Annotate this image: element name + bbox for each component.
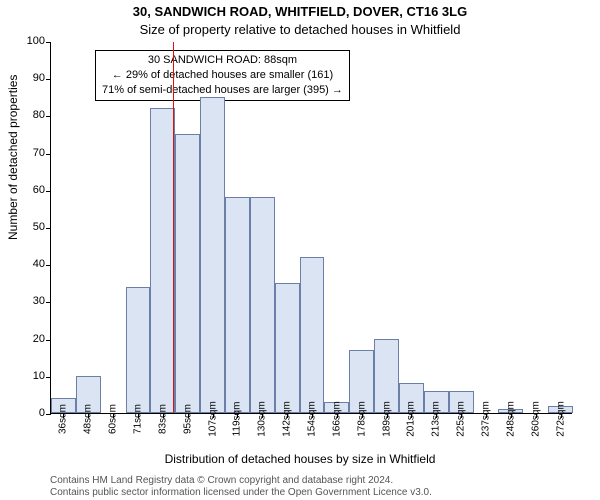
y-axis-label: Number of detached properties — [6, 75, 20, 240]
histogram-bar — [200, 97, 225, 413]
y-tick-label: 80 — [33, 109, 45, 121]
x-tick-label: 119sqm — [232, 402, 243, 437]
x-tick-label: 60sqm — [108, 404, 119, 434]
y-tick-label: 70 — [33, 147, 45, 159]
x-tick-label: 260sqm — [530, 401, 541, 437]
x-tick-label: 178sqm — [356, 401, 367, 437]
x-tick-label: 225sqm — [456, 401, 467, 437]
x-tick-label: 154sqm — [307, 401, 318, 437]
histogram-chart: 30, SANDWICH ROAD, WHITFIELD, DOVER, CT1… — [0, 0, 600, 500]
annotation-line: 30 SANDWICH ROAD: 88sqm — [102, 53, 343, 68]
chart-subtitle: Size of property relative to detached ho… — [0, 22, 600, 37]
y-tick-label: 100 — [27, 35, 45, 47]
histogram-bar — [225, 197, 250, 413]
histogram-bar — [250, 197, 275, 413]
chart-title-address: 30, SANDWICH ROAD, WHITFIELD, DOVER, CT1… — [0, 4, 600, 19]
y-tick-label: 10 — [33, 370, 45, 382]
annotation-line: ← 29% of detached houses are smaller (16… — [102, 68, 343, 83]
plot-area: 30 SANDWICH ROAD: 88sqm ← 29% of detache… — [50, 42, 572, 414]
y-tick-label: 20 — [33, 333, 45, 345]
histogram-bar — [300, 257, 325, 413]
x-tick-label: 213sqm — [431, 401, 442, 437]
y-tick-label: 60 — [33, 184, 45, 196]
y-tick-label: 50 — [33, 221, 45, 233]
x-tick-label: 248sqm — [505, 401, 516, 437]
histogram-bar — [175, 134, 200, 413]
x-tick-label: 48sqm — [83, 404, 94, 434]
y-tick-label: 0 — [39, 407, 45, 419]
footer-license: Contains public sector information licen… — [50, 487, 432, 498]
annotation-line: 71% of semi-detached houses are larger (… — [102, 83, 343, 98]
x-tick-label: 272sqm — [555, 401, 566, 437]
x-tick-label: 166sqm — [331, 401, 342, 437]
x-tick-label: 83sqm — [157, 404, 168, 434]
x-tick-label: 237sqm — [481, 401, 492, 437]
x-tick-label: 130sqm — [257, 401, 268, 437]
histogram-bar — [275, 283, 300, 413]
x-tick-label: 189sqm — [381, 401, 392, 437]
annotation-box: 30 SANDWICH ROAD: 88sqm ← 29% of detache… — [95, 50, 350, 101]
histogram-bar — [150, 108, 175, 413]
x-tick-label: 107sqm — [207, 401, 218, 437]
y-tick-label: 30 — [33, 295, 45, 307]
y-tick-label: 40 — [33, 258, 45, 270]
y-tick-label: 90 — [33, 72, 45, 84]
x-tick-label: 36sqm — [58, 404, 69, 434]
x-tick-label: 201sqm — [406, 401, 417, 437]
x-tick-label: 95sqm — [182, 404, 193, 434]
x-tick-label: 71sqm — [133, 404, 144, 434]
histogram-bar — [126, 287, 151, 413]
footer-copyright: Contains HM Land Registry data © Crown c… — [50, 475, 393, 486]
reference-line — [173, 42, 174, 413]
x-axis-label: Distribution of detached houses by size … — [0, 452, 600, 466]
x-tick-label: 142sqm — [282, 401, 293, 437]
